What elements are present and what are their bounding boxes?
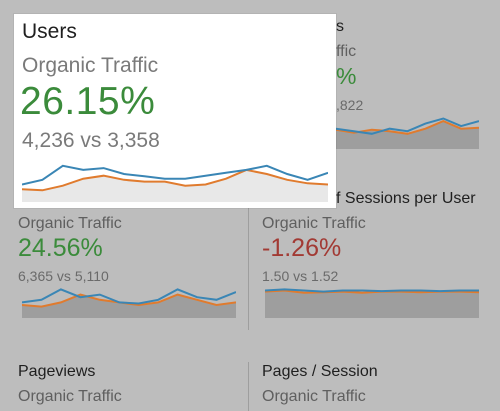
card-compare: ,822 [336,97,364,113]
sparkline-area [265,290,479,318]
card-percent: -1.26% [262,234,342,262]
sparkline-current-line [22,288,236,305]
sparkline-area [336,121,479,149]
sparkline-current-line [336,117,479,135]
sparkline-svg [336,117,479,149]
sparkline-popup [22,164,328,202]
sparkline-current-line [265,288,479,293]
sparkline-mid-right [265,288,479,318]
card-metric-label: Organic Traffic [18,215,122,232]
card-metric-label: Organic Traffic [22,54,159,77]
sparkline-current-line [22,164,328,186]
card-metric-label: Organic Traffic [18,388,122,405]
card-metric-label: Organic Traffic [262,215,366,232]
sparkline-area [22,169,328,202]
card-title: Users [22,20,77,43]
sparkline-top-right [336,117,479,149]
highlighted-users-card[interactable]: Users Organic Traffic 26.15% 4,236 vs 3,… [14,14,336,208]
card-percent: 26.15% [20,80,156,123]
card-title: f Sessions per User [336,190,476,207]
card-title: Pageviews [18,363,96,380]
sparkline-svg [265,288,479,318]
card-metric-label: Organic Traffic [262,388,366,405]
sparkline-mid-left [22,288,236,318]
sparkline-svg [22,164,328,202]
sparkline-previous-line [22,168,328,192]
card-title: Pages / Session [262,363,378,380]
sparkline-svg [22,288,236,318]
card-percent: % [336,63,357,89]
card-title: s [336,18,344,35]
card-percent: 24.56% [18,234,103,262]
card-metric-label: ffic [336,43,357,60]
column-divider [248,195,249,330]
sparkline-area [22,294,236,318]
card-compare: 1.50 vs 1.52 [262,268,339,284]
card-compare: 4,236 vs 3,358 [22,129,160,152]
column-divider-bottom [248,362,249,411]
card-compare: 6,365 vs 5,110 [18,268,109,284]
